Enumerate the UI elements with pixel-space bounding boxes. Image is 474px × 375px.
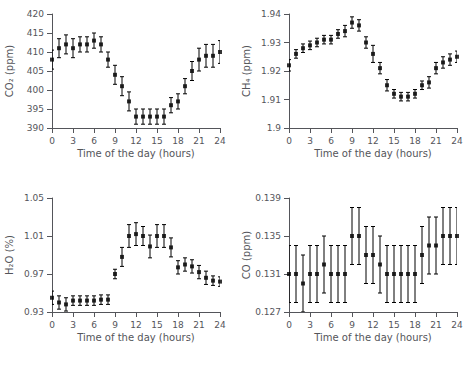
svg-text:24: 24 — [451, 320, 463, 330]
svg-text:12: 12 — [367, 136, 378, 146]
svg-text:1.94: 1.94 — [261, 9, 281, 19]
svg-text:24: 24 — [214, 320, 226, 330]
svg-text:410: 410 — [27, 47, 44, 57]
svg-text:0: 0 — [286, 136, 292, 146]
svg-text:18: 18 — [409, 320, 421, 330]
svg-text:415: 415 — [27, 28, 44, 38]
svg-text:9: 9 — [112, 320, 118, 330]
svg-text:0: 0 — [49, 136, 55, 146]
svg-text:9: 9 — [349, 320, 355, 330]
svg-text:CH₄ (ppm): CH₄ (ppm) — [241, 45, 252, 97]
svg-text:3: 3 — [307, 320, 313, 330]
svg-text:3: 3 — [70, 320, 76, 330]
svg-text:0.131: 0.131 — [255, 269, 281, 279]
svg-text:24: 24 — [214, 136, 226, 146]
svg-text:6: 6 — [91, 320, 97, 330]
svg-text:395: 395 — [27, 104, 44, 114]
svg-text:21: 21 — [430, 136, 441, 146]
svg-text:1.92: 1.92 — [261, 66, 281, 76]
svg-text:0.97: 0.97 — [24, 269, 44, 279]
svg-text:0.127: 0.127 — [255, 307, 281, 317]
svg-text:1.01: 1.01 — [24, 231, 44, 241]
svg-text:18: 18 — [172, 136, 184, 146]
svg-text:12: 12 — [130, 136, 141, 146]
svg-text:12: 12 — [130, 320, 141, 330]
svg-text:400: 400 — [27, 85, 44, 95]
svg-text:6: 6 — [328, 320, 334, 330]
svg-text:0.93: 0.93 — [24, 307, 44, 317]
svg-text:H₂O (%): H₂O (%) — [4, 235, 15, 275]
svg-text:9: 9 — [112, 136, 118, 146]
svg-text:0.139: 0.139 — [255, 193, 281, 203]
svg-text:15: 15 — [151, 136, 162, 146]
svg-text:3: 3 — [307, 136, 313, 146]
svg-text:3: 3 — [70, 136, 76, 146]
svg-text:9: 9 — [349, 136, 355, 146]
svg-text:420: 420 — [27, 9, 44, 19]
svg-text:18: 18 — [172, 320, 184, 330]
svg-text:405: 405 — [27, 66, 44, 76]
svg-text:1.05: 1.05 — [24, 193, 44, 203]
svg-text:Time of the day (hours): Time of the day (hours) — [313, 148, 432, 159]
svg-text:6: 6 — [91, 136, 97, 146]
svg-text:Time of the day (hours): Time of the day (hours) — [313, 332, 432, 343]
svg-text:15: 15 — [151, 320, 162, 330]
svg-text:18: 18 — [409, 136, 421, 146]
svg-text:21: 21 — [193, 320, 204, 330]
svg-text:0.135: 0.135 — [255, 231, 281, 241]
svg-text:1.91: 1.91 — [261, 95, 281, 105]
svg-text:0: 0 — [286, 320, 292, 330]
svg-text:Time of the day (hours): Time of the day (hours) — [76, 148, 195, 159]
svg-text:1.9: 1.9 — [267, 123, 282, 133]
svg-text:15: 15 — [388, 136, 399, 146]
svg-text:21: 21 — [430, 320, 441, 330]
svg-text:0: 0 — [49, 320, 55, 330]
svg-text:CO₂ (ppm): CO₂ (ppm) — [4, 45, 15, 97]
svg-text:24: 24 — [451, 136, 463, 146]
svg-text:21: 21 — [193, 136, 204, 146]
svg-text:6: 6 — [328, 136, 334, 146]
svg-text:Time of the day (hours): Time of the day (hours) — [76, 332, 195, 343]
svg-text:12: 12 — [367, 320, 378, 330]
svg-text:CO (ppm): CO (ppm) — [241, 231, 252, 279]
svg-text:15: 15 — [388, 320, 399, 330]
svg-text:390: 390 — [27, 123, 44, 133]
svg-text:1.93: 1.93 — [261, 38, 281, 48]
